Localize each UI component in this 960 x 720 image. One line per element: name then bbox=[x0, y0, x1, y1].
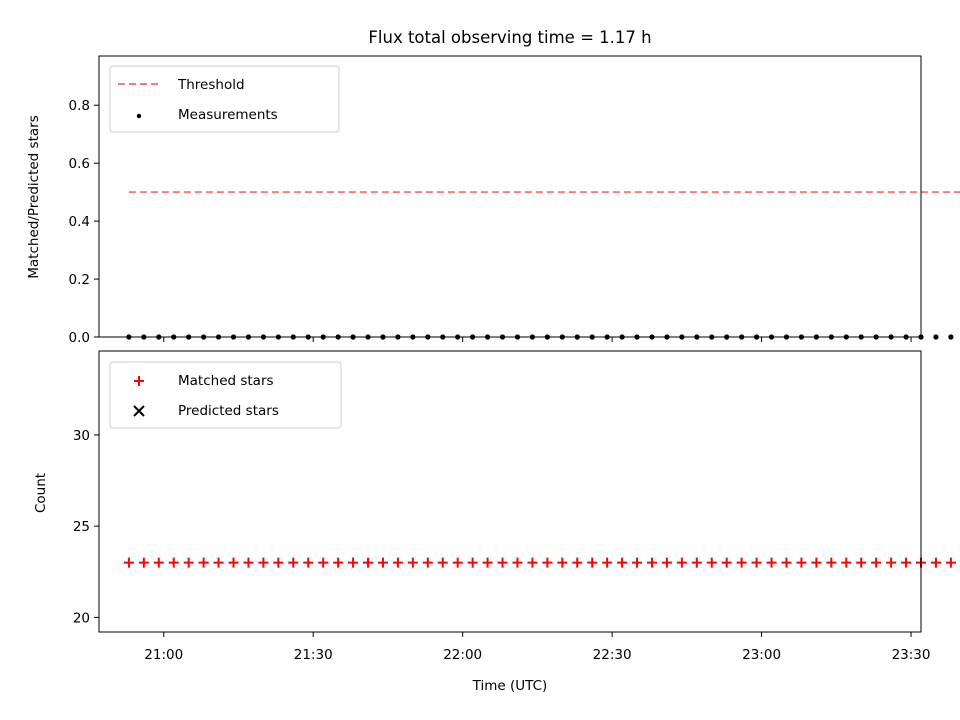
matched-star-point bbox=[871, 557, 882, 568]
x-tick-label: 23:30 bbox=[892, 647, 931, 663]
matched-star-point bbox=[930, 557, 941, 568]
x-tick-label: 21:30 bbox=[294, 647, 333, 663]
matched-star-point bbox=[482, 557, 493, 568]
matched-star-point bbox=[646, 557, 657, 568]
legend-predicted-label: Predicted stars bbox=[178, 403, 279, 419]
matched-star-point bbox=[661, 557, 672, 568]
matched-star-point bbox=[602, 557, 613, 568]
x-tick-label: 21:00 bbox=[144, 647, 183, 663]
top-legend: Threshold Measurements bbox=[109, 65, 340, 133]
x-tick-label: 22:30 bbox=[593, 647, 632, 663]
matched-star-point bbox=[512, 557, 523, 568]
matched-star-point bbox=[497, 557, 508, 568]
bottom-y-ticks: 20 25 30 bbox=[73, 428, 99, 626]
matched-star-point bbox=[243, 557, 254, 568]
legend-measurements-label: Measurements bbox=[178, 107, 278, 123]
matched-star-point bbox=[691, 557, 702, 568]
legend-matched-label: Matched stars bbox=[178, 373, 274, 389]
matched-star-point bbox=[303, 557, 314, 568]
legend-measurements-swatch bbox=[136, 113, 142, 119]
matched-star-point bbox=[781, 557, 792, 568]
matched-star-point bbox=[901, 557, 912, 568]
matched-star-point bbox=[945, 557, 956, 568]
matched-star-point bbox=[363, 557, 374, 568]
matched-star-point bbox=[886, 557, 897, 568]
matched-star-point bbox=[348, 557, 359, 568]
y-tick-label: 0.0 bbox=[69, 330, 90, 346]
matched-star-point bbox=[736, 557, 747, 568]
chart-title: Flux total observing time = 1.17 h bbox=[368, 28, 651, 47]
bottom-x-ticks: 21:0021:3022:0022:3023:0023:3000:0000:30… bbox=[144, 632, 931, 663]
legend-threshold-label: Threshold bbox=[177, 77, 245, 93]
matched-star-point bbox=[452, 557, 463, 568]
matched-stars-series bbox=[123, 503, 956, 568]
matched-star-point bbox=[796, 557, 807, 568]
matched-star-point bbox=[811, 557, 822, 568]
legend-predicted-swatch bbox=[133, 405, 145, 417]
x-axis-label: Time (UTC) bbox=[472, 678, 548, 694]
matched-star-point bbox=[288, 557, 299, 568]
matched-star-point bbox=[213, 557, 224, 568]
y-tick-label: 0.4 bbox=[69, 214, 90, 230]
y-tick-label: 25 bbox=[73, 519, 90, 535]
x-tick-label: 23:00 bbox=[742, 647, 781, 663]
matched-star-point bbox=[766, 557, 777, 568]
matched-star-point bbox=[228, 557, 239, 568]
matched-star-point bbox=[392, 557, 403, 568]
top-y-axis-label: Matched/Predicted stars bbox=[26, 115, 42, 278]
y-tick-label: 20 bbox=[73, 610, 90, 626]
matched-star-point bbox=[587, 557, 598, 568]
matched-star-point bbox=[407, 557, 418, 568]
matched-star-point bbox=[572, 557, 583, 568]
matched-star-point bbox=[183, 557, 194, 568]
matched-star-point bbox=[841, 557, 852, 568]
matched-star-point bbox=[706, 557, 717, 568]
bottom-axes-frame bbox=[98, 350, 922, 633]
matched-star-point bbox=[437, 557, 448, 568]
y-tick-label: 0.8 bbox=[69, 98, 90, 114]
matched-star-point bbox=[258, 557, 269, 568]
matched-star-point bbox=[422, 557, 433, 568]
measurement-point bbox=[933, 334, 939, 340]
matched-star-point bbox=[467, 557, 478, 568]
matched-star-point bbox=[318, 557, 329, 568]
matched-star-point bbox=[542, 557, 553, 568]
bottom-y-axis-label: Count bbox=[33, 473, 49, 513]
matched-star-point bbox=[333, 557, 344, 568]
matched-star-point bbox=[168, 557, 179, 568]
y-tick-label: 0.2 bbox=[69, 272, 90, 288]
matched-star-point bbox=[527, 557, 538, 568]
y-tick-label: 0.6 bbox=[69, 156, 90, 172]
matched-star-point bbox=[676, 557, 687, 568]
top-panel: 0.00.20.40.60.8 Matched/Predicted stars … bbox=[26, 55, 960, 346]
x-tick-label: 22:00 bbox=[443, 647, 482, 663]
matched-star-point bbox=[138, 557, 149, 568]
matched-star-point bbox=[153, 557, 164, 568]
top-axes-frame bbox=[98, 55, 922, 338]
top-y-ticks: 0.0 0.2 0.4 0.6 0.8 bbox=[69, 98, 99, 346]
matched-star-point bbox=[557, 557, 568, 568]
matched-star-point bbox=[721, 557, 732, 568]
matched-star-point bbox=[751, 557, 762, 568]
matched-star-point bbox=[632, 557, 643, 568]
top-x-ticks bbox=[163, 337, 912, 342]
matched-star-point bbox=[123, 557, 134, 568]
y-tick-label: 30 bbox=[73, 428, 90, 444]
matched-star-point bbox=[273, 557, 284, 568]
bottom-legend: Matched stars Predicted stars bbox=[109, 361, 342, 429]
bottom-legend-box bbox=[109, 361, 342, 429]
matched-star-point bbox=[856, 557, 867, 568]
matched-star-point bbox=[826, 557, 837, 568]
matched-star-point bbox=[617, 557, 628, 568]
measurement-point bbox=[948, 334, 954, 340]
matched-star-point bbox=[198, 557, 209, 568]
legend-matched-swatch bbox=[134, 376, 144, 386]
matched-star-point bbox=[377, 557, 388, 568]
top-legend-box bbox=[109, 65, 340, 133]
